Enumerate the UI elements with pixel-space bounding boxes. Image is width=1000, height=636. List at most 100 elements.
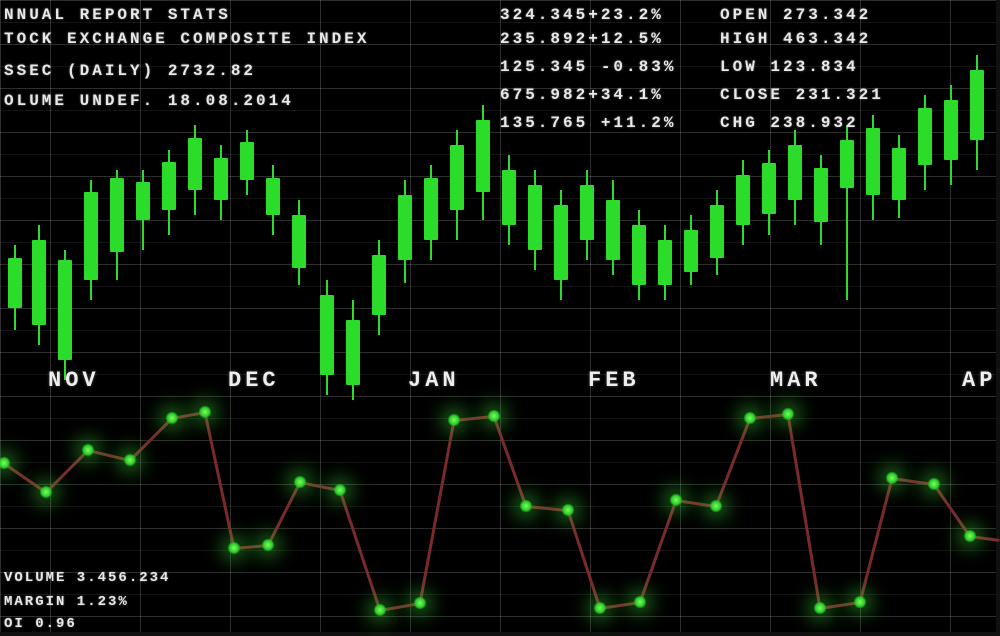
footer-line-2: OI 0.96 xyxy=(4,616,77,632)
header-left-3: OLUME UNDEF. 18.08.2014 xyxy=(4,92,294,110)
line-marker xyxy=(293,475,307,489)
candle-body xyxy=(606,200,620,260)
candlestick xyxy=(918,0,932,400)
line-marker xyxy=(927,477,941,491)
candlestick xyxy=(266,0,280,400)
candle-body xyxy=(240,142,254,180)
stock-terminal-screen: NNUAL REPORT STATSTOCK EXCHANGE COMPOSIT… xyxy=(0,0,1000,636)
candle-body xyxy=(762,163,776,214)
header-mid-0: 324.345+23.2% xyxy=(500,6,664,24)
candlestick xyxy=(136,0,150,400)
line-marker xyxy=(885,471,899,485)
header-right-0: OPEN 273.342 xyxy=(720,6,871,24)
line-segment xyxy=(787,414,822,608)
header-right-3: CLOSE 231.321 xyxy=(720,86,884,104)
candle-body xyxy=(528,185,542,250)
header-left-0: NNUAL REPORT STATS xyxy=(4,6,231,24)
line-marker xyxy=(261,538,275,552)
month-label: DEC xyxy=(228,368,280,393)
candlestick xyxy=(110,0,124,400)
line-marker xyxy=(519,499,533,513)
candlestick xyxy=(346,0,360,400)
candle-body xyxy=(580,185,594,240)
line-marker xyxy=(853,595,867,609)
candle-body xyxy=(554,205,568,280)
grid-hline-minor xyxy=(0,506,996,507)
candlestick xyxy=(188,0,202,400)
candle-body xyxy=(970,70,984,140)
candle-body xyxy=(476,120,490,192)
candle-body xyxy=(346,320,360,385)
line-marker xyxy=(593,601,607,615)
header-left-2: SSEC (DAILY) 2732.82 xyxy=(4,62,256,80)
candle-body xyxy=(424,178,438,240)
line-marker xyxy=(669,493,683,507)
footer-line-0: VOLUME 3.456.234 xyxy=(4,570,170,586)
candle-body xyxy=(110,178,124,252)
candle-body xyxy=(32,240,46,325)
candle-body xyxy=(398,195,412,260)
candlestick xyxy=(450,0,464,400)
candle-body xyxy=(684,230,698,272)
month-label: JAN xyxy=(408,368,460,393)
line-marker xyxy=(963,529,977,543)
candle-body xyxy=(8,258,22,308)
footer-line-1: MARGIN 1.23% xyxy=(4,594,129,610)
header-right-1: HIGH 463.342 xyxy=(720,30,871,48)
line-segment xyxy=(639,500,678,603)
grid-hline-minor xyxy=(0,550,996,551)
line-segment xyxy=(129,417,173,461)
candlestick xyxy=(32,0,46,400)
line-marker xyxy=(81,443,95,457)
candle-body xyxy=(372,255,386,315)
grid-hline xyxy=(0,528,996,529)
candle-body xyxy=(58,260,72,360)
candlestick xyxy=(292,0,306,400)
candlestick xyxy=(320,0,334,400)
candlestick xyxy=(476,0,490,400)
line-marker xyxy=(743,411,757,425)
line-marker xyxy=(39,485,53,499)
line-marker xyxy=(781,407,795,421)
grid-hline xyxy=(0,484,996,485)
candlestick xyxy=(398,0,412,400)
line-marker xyxy=(165,411,179,425)
line-marker xyxy=(333,483,347,497)
candlestick xyxy=(372,0,386,400)
line-marker xyxy=(447,413,461,427)
month-label: MAR xyxy=(770,368,822,393)
candlestick xyxy=(424,0,438,400)
line-marker xyxy=(198,405,212,419)
line-marker xyxy=(709,499,723,513)
line-segment xyxy=(859,478,894,603)
candle-body xyxy=(320,295,334,375)
candle-body xyxy=(84,192,98,280)
month-label: NOV xyxy=(48,368,100,393)
candlestick xyxy=(970,0,984,400)
line-segment xyxy=(267,481,302,545)
candle-body xyxy=(450,145,464,210)
candle-body xyxy=(214,158,228,200)
month-label: AP xyxy=(962,368,996,393)
grid-hline-minor xyxy=(0,462,996,463)
candlestick xyxy=(214,0,228,400)
candle-body xyxy=(136,182,150,220)
candlestick xyxy=(684,0,698,400)
line-marker xyxy=(227,541,241,555)
candle-body xyxy=(658,240,672,285)
candlestick xyxy=(8,0,22,400)
candle-body xyxy=(632,225,646,285)
header-right-2: LOW 123.834 xyxy=(720,58,859,76)
line-marker xyxy=(561,503,575,517)
line-segment xyxy=(419,420,456,604)
candlestick xyxy=(58,0,72,400)
header-mid-3: 675.982+34.1% xyxy=(500,86,664,104)
candle-body xyxy=(840,140,854,188)
line-marker xyxy=(487,409,501,423)
month-label: FEB xyxy=(588,368,640,393)
candle-body xyxy=(188,138,202,190)
candlestick xyxy=(944,0,958,400)
line-marker xyxy=(413,596,427,610)
candle-body xyxy=(266,178,280,215)
line-marker xyxy=(373,603,387,617)
